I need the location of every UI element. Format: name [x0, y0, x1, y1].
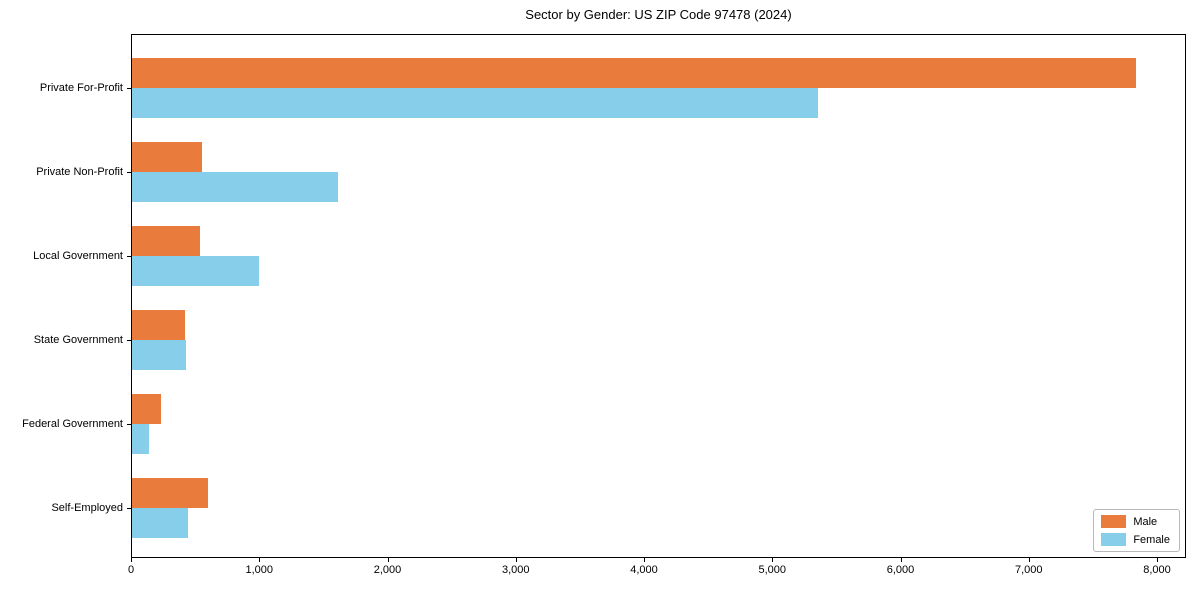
- y-tick-3: [127, 340, 131, 341]
- x-tick-label-4: 4,000: [630, 564, 658, 576]
- bar-female-2: [132, 256, 259, 286]
- x-tick-label-6: 6,000: [886, 564, 915, 576]
- legend-label-male: Male: [1133, 515, 1158, 528]
- legend: Male Female: [1093, 509, 1180, 552]
- y-tick-label-4: Federal Government: [22, 418, 123, 430]
- bar-male-1: [132, 142, 202, 172]
- x-tick-label-3: 3,000: [501, 564, 530, 576]
- x-tick-label-0: 0: [127, 564, 135, 576]
- x-tick-7: [1028, 558, 1030, 562]
- y-tick-4: [127, 424, 131, 425]
- x-tick-4: [644, 558, 645, 562]
- bar-female-1: [132, 172, 338, 202]
- x-tick-6: [900, 558, 902, 562]
- chart-title: Sector by Gender: US ZIP Code 97478 (202…: [525, 7, 792, 22]
- y-tick-label-0: Private For-Profit: [39, 82, 123, 94]
- y-tick-5: [127, 508, 131, 509]
- x-tick-5: [772, 558, 774, 562]
- x-tick-1: [259, 558, 261, 562]
- legend-swatch-male: [1101, 515, 1127, 528]
- bar-male-0: [132, 58, 1136, 88]
- bar-male-3: [132, 310, 185, 340]
- legend-entry-male: Male: [1101, 515, 1170, 528]
- y-tick-2: [127, 256, 131, 257]
- y-tick-1: [127, 172, 131, 173]
- x-tick-label-5: 5,000: [758, 564, 787, 576]
- legend-swatch-female: [1101, 533, 1127, 546]
- x-tick-label-7: 7,000: [1014, 564, 1043, 576]
- legend-label-female: Female: [1133, 533, 1170, 546]
- bar-female-3: [132, 340, 186, 370]
- bar-male-5: [132, 478, 208, 508]
- x-tick-3: [515, 558, 517, 562]
- x-tick-0: [131, 558, 132, 562]
- x-tick-label-2: 2,000: [373, 564, 402, 576]
- y-tick-0: [127, 88, 131, 89]
- plot-area: Male Female: [131, 34, 1186, 558]
- x-tick-label-8: 8,000: [1143, 564, 1171, 576]
- bar-female-4: [132, 424, 149, 454]
- x-tick-label-1: 1,000: [245, 564, 274, 576]
- bar-male-4: [132, 394, 161, 424]
- bar-female-5: [132, 508, 188, 538]
- legend-entry-female: Female: [1101, 533, 1170, 546]
- bar-male-2: [132, 226, 200, 256]
- x-tick-2: [387, 558, 389, 562]
- y-tick-label-3: State Government: [33, 334, 123, 346]
- x-tick-8: [1157, 558, 1158, 562]
- y-tick-label-2: Local Government: [33, 250, 123, 262]
- bar-female-0: [132, 88, 818, 118]
- y-tick-label-1: Private Non-Profit: [36, 166, 123, 178]
- y-tick-label-5: Self-Employed: [51, 502, 123, 514]
